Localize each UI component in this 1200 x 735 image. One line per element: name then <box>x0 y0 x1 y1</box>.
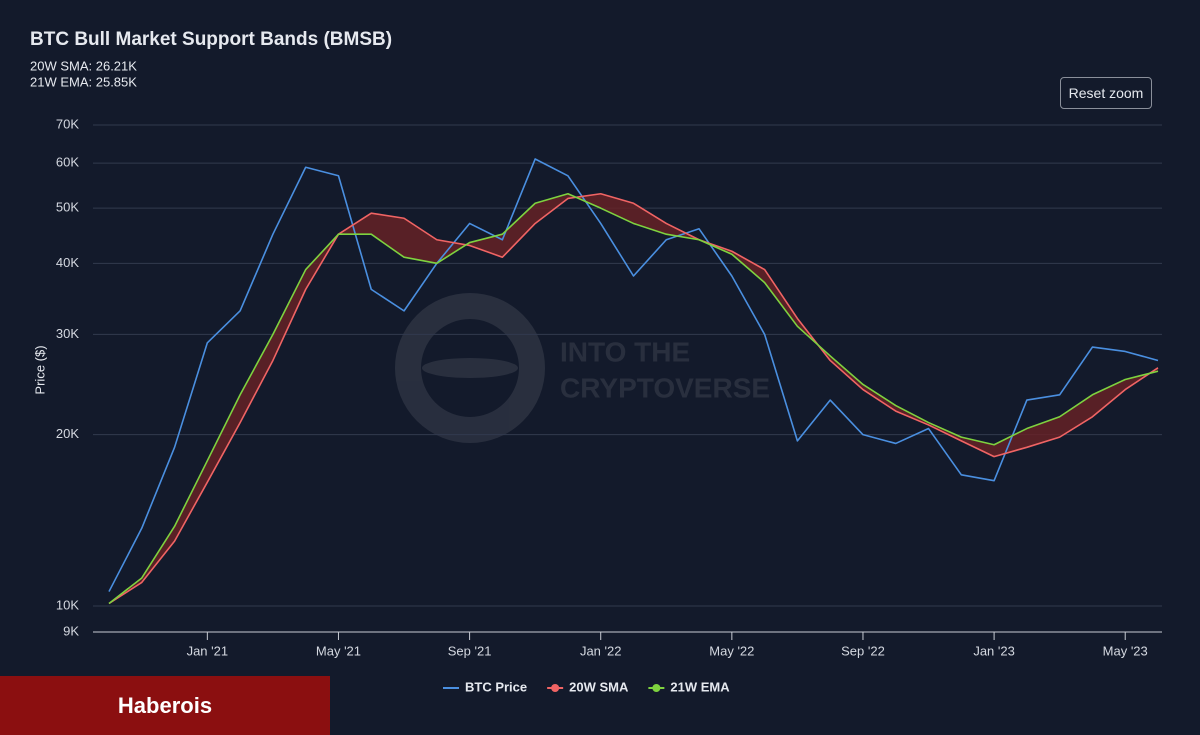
series-line <box>108 192 1159 605</box>
legend: BTC Price 20W SMA 21W EMA <box>443 679 730 694</box>
y-tick-label: 70K <box>56 116 79 131</box>
y-tick-label: 9K <box>63 623 79 638</box>
x-tick-label: Sep '22 <box>841 643 885 658</box>
y-tick-label: 60K <box>56 155 79 170</box>
x-tick-label: Jan '23 <box>973 643 1015 658</box>
x-tick-label: Sep '21 <box>448 643 492 658</box>
reset-zoom-button[interactable]: Reset zoom <box>1060 77 1152 109</box>
watermark-text: CRYPTOVERSE <box>560 372 770 403</box>
brand-label: Haberois <box>0 676 330 735</box>
x-tick-label: May '21 <box>316 643 361 658</box>
y-tick-label: 50K <box>56 200 79 215</box>
x-tick-label: May '22 <box>709 643 754 658</box>
y-tick-label: 30K <box>56 326 79 341</box>
watermark-logo <box>395 293 545 443</box>
x-tick-label: Jan '22 <box>580 643 622 658</box>
series-line <box>108 158 1159 592</box>
legend-marker <box>652 684 661 692</box>
y-axis-label: Price ($) <box>32 345 47 394</box>
y-tick-label: 40K <box>56 255 79 270</box>
watermark-logo <box>422 358 518 378</box>
y-tick-label: 20K <box>56 426 79 441</box>
watermark: INTO THE CRYPTOVERSE <box>395 293 770 443</box>
watermark-text: INTO THE <box>560 336 690 367</box>
chart-title: BTC Bull Market Support Bands (BMSB) <box>30 29 392 50</box>
x-tick-label: May '23 <box>1103 643 1148 658</box>
series-line <box>108 192 1159 605</box>
y-tick-label: 10K <box>56 597 79 612</box>
x-tick-label: Jan '21 <box>187 643 229 658</box>
subtitle: 21W EMA: 25.85K <box>30 74 137 89</box>
legend-marker <box>551 684 560 692</box>
subtitle: 20W SMA: 26.21K <box>30 58 137 73</box>
legend-label: 20W SMA <box>569 679 629 694</box>
legend-label: BTC Price <box>465 679 527 694</box>
legend-label: 21W EMA <box>670 679 730 694</box>
